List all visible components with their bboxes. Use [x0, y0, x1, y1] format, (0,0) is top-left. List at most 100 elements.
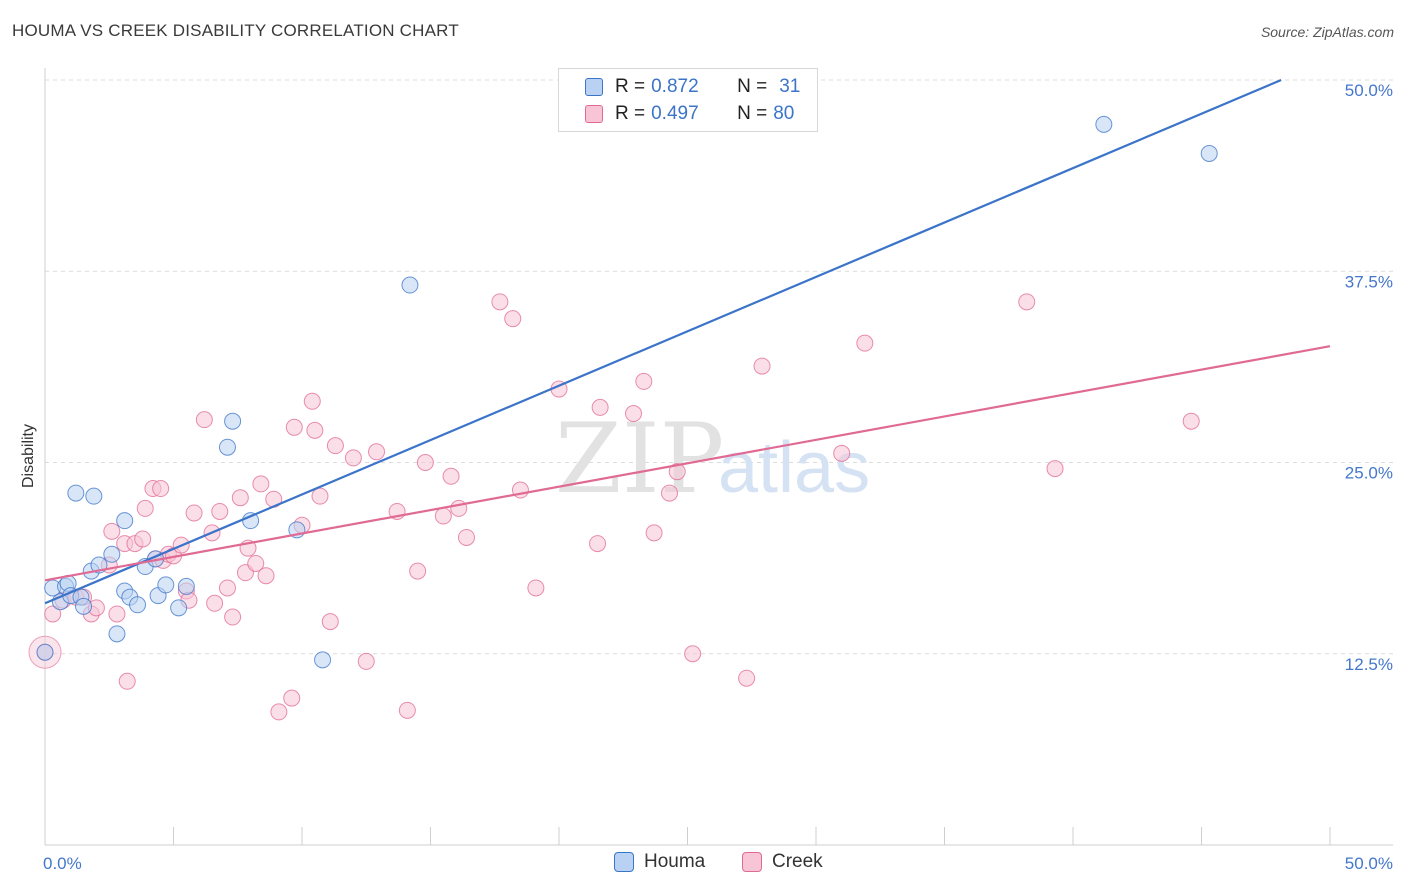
houma-point [177, 577, 195, 595]
houma-legend-icon [614, 852, 634, 872]
bottom-legend-houma: Houma [614, 851, 705, 873]
creek-point [753, 357, 771, 375]
houma-point [218, 438, 236, 456]
x-tick-label-min: 0.0% [43, 854, 82, 873]
creek-point [152, 480, 170, 498]
creek-point [311, 487, 329, 505]
creek-point [103, 522, 121, 540]
creek-point [434, 507, 452, 525]
houma-legend-label: Houma [644, 851, 706, 872]
houma-r-label: R = [615, 76, 646, 97]
creek-point [357, 652, 375, 670]
houma-point [116, 512, 134, 530]
creek-point [118, 672, 136, 690]
creek-point [635, 372, 653, 390]
creek-point [195, 411, 213, 429]
creek-point [645, 524, 663, 542]
houma-series [36, 115, 1218, 669]
creek-point [185, 504, 203, 522]
axis-labels: 12.5% 25.0% 37.5% 50.0% 0.0% 50.0% [43, 81, 1393, 873]
creek-point [661, 484, 679, 502]
axes [44, 68, 1393, 846]
houma-point [108, 625, 126, 643]
creek-point [668, 463, 686, 481]
creek-point [625, 405, 643, 423]
creek-point [491, 293, 509, 311]
houma-r-value: 0.872 [651, 76, 699, 97]
creek-point [306, 421, 324, 439]
creek-point [303, 392, 321, 410]
creek-point [285, 418, 303, 436]
creek-trend-line [44, 345, 1331, 582]
bottom-legend-creek: Creek [742, 851, 823, 873]
source-label: Source: ZipAtlas.com [1260, 24, 1394, 40]
creek-point [368, 443, 386, 461]
creek-point [527, 579, 545, 597]
creek-point [231, 489, 249, 507]
houma-point [157, 576, 175, 594]
chart-title: HOUMA VS CREEK DISABILITY CORRELATION CH… [12, 21, 459, 40]
creek-point [44, 605, 62, 623]
creek-point [591, 398, 609, 416]
creek-point [738, 669, 756, 687]
creek-point [108, 605, 126, 623]
houma-point [224, 412, 242, 430]
houma-point [67, 484, 85, 502]
watermark-atlas: atlas [718, 428, 870, 508]
creek-point [1182, 412, 1200, 430]
creek-point [218, 579, 236, 597]
y-tick-label: 50.0% [1345, 81, 1393, 100]
creek-point [684, 645, 702, 663]
creek-point [247, 554, 265, 572]
x-tick-label-max: 50.0% [1345, 854, 1393, 873]
creek-point [321, 613, 339, 631]
creek-legend-label: Creek [772, 851, 823, 872]
houma-point [75, 597, 93, 615]
houma-point [170, 599, 188, 617]
legend-row-houma: R = 0.872 N = 31 [585, 75, 800, 99]
creek-point [409, 562, 427, 580]
trend-lines [44, 78, 1331, 605]
creek-point [326, 437, 344, 455]
creek-swatch-icon [585, 105, 603, 123]
houma-point [129, 596, 147, 614]
creek-point [833, 444, 851, 462]
correlation-legend: R = 0.872 N = 31 R = 0.497 N = 80 [558, 68, 818, 132]
creek-point [856, 334, 874, 352]
creek-point [442, 467, 460, 485]
creek-legend-icon [742, 852, 762, 872]
y-tick-label: 12.5% [1345, 655, 1393, 674]
y-tick-label: 37.5% [1345, 272, 1393, 291]
creek-point [224, 608, 242, 626]
houma-point [314, 651, 332, 669]
houma-point [85, 487, 103, 505]
y-tick-label: 25.0% [1345, 464, 1393, 483]
creek-point [252, 475, 270, 493]
creek-point [416, 454, 434, 471]
creek-point [504, 310, 522, 328]
houma-n-value: 31 [779, 76, 801, 97]
houma-point [1095, 115, 1113, 133]
houma-point [401, 276, 419, 294]
houma-swatch-icon [585, 78, 603, 96]
houma-trend-line [44, 78, 1282, 605]
legend-row-creek: R = 0.497 N = 80 [585, 102, 794, 126]
grid-lines [45, 79, 1393, 655]
watermark-zip: ZIP [555, 403, 724, 515]
creek-point [283, 689, 301, 707]
creek-point [134, 530, 152, 548]
creek-point [1046, 460, 1064, 478]
creek-r-label: R = [615, 103, 646, 124]
creek-point [1018, 293, 1036, 311]
creek-n-value: 80 [773, 103, 795, 124]
creek-point [457, 528, 475, 546]
houma-point [1200, 144, 1218, 162]
creek-point [344, 449, 362, 467]
creek-point [257, 567, 275, 585]
creek-point [589, 535, 607, 553]
creek-point [136, 499, 154, 517]
creek-point [206, 594, 224, 612]
houma-point [36, 643, 54, 661]
creek-point [398, 701, 416, 719]
